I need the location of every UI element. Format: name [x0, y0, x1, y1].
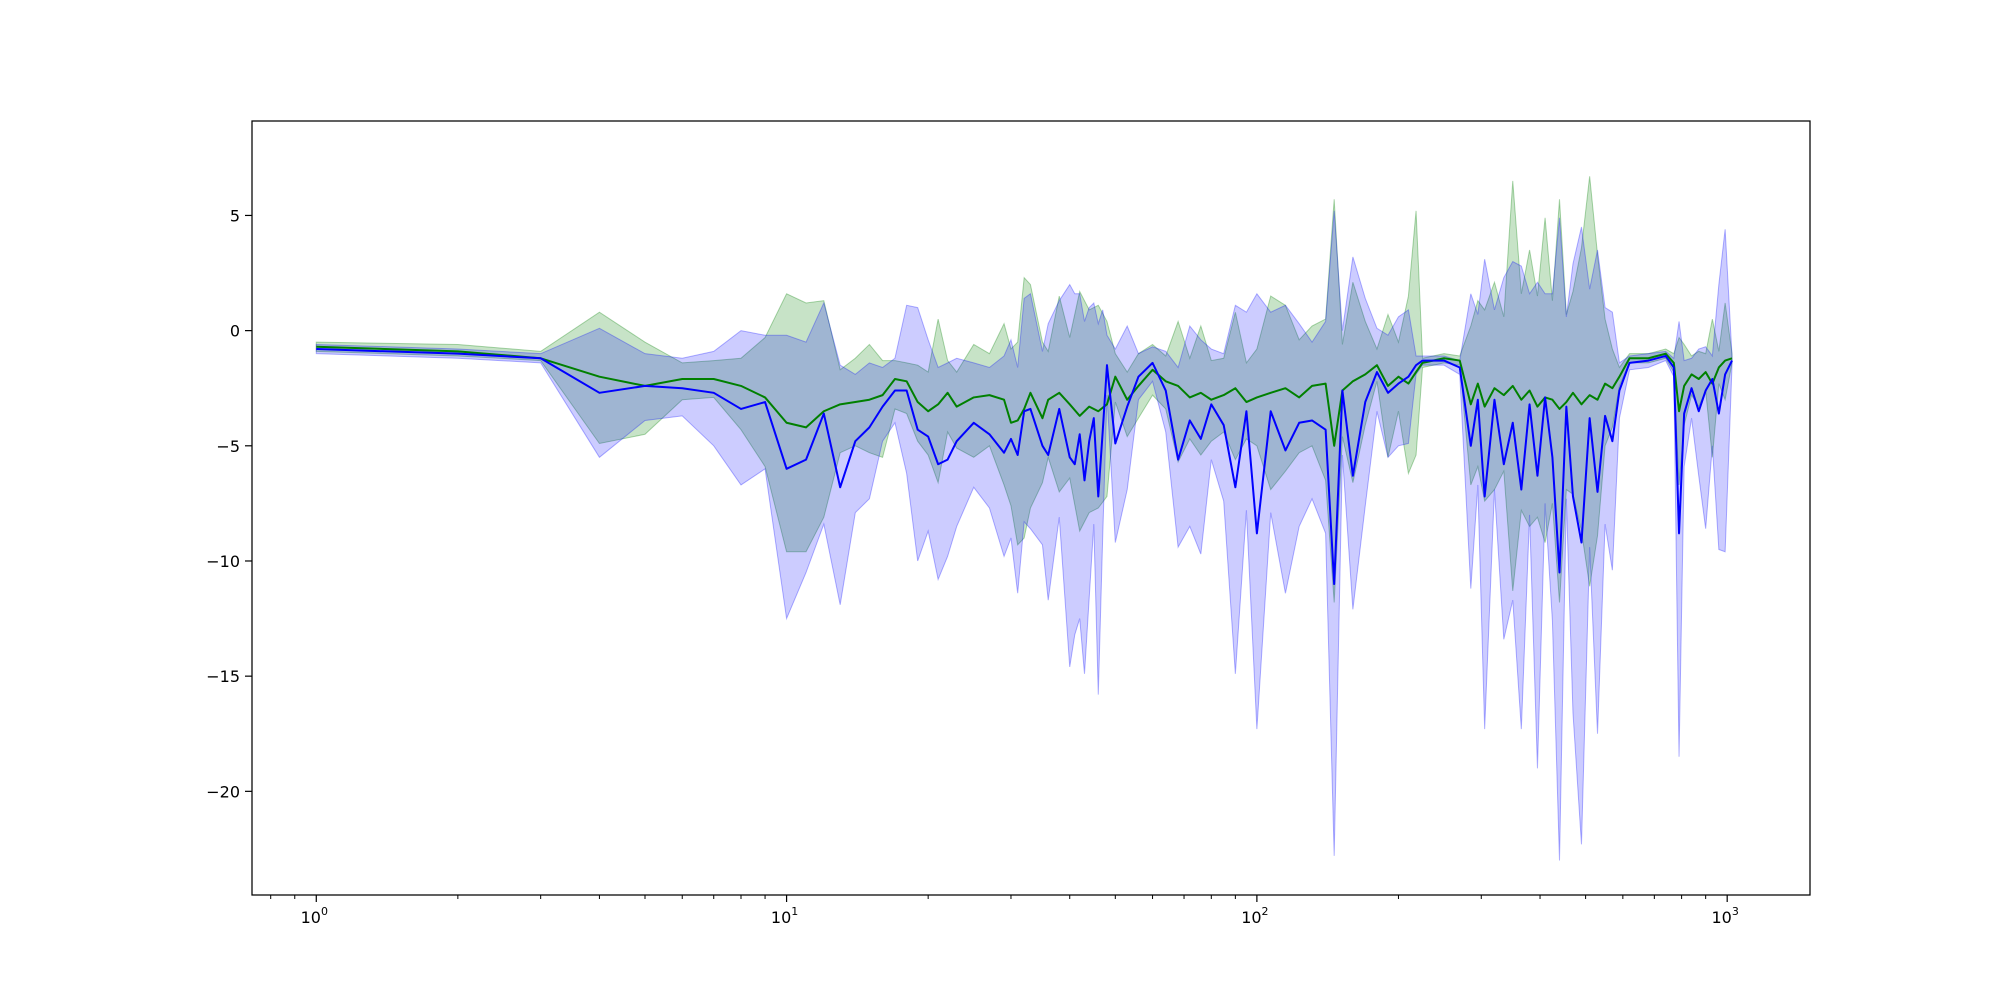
plot-area-frame	[251, 120, 1811, 896]
x-tick-base: 10	[1241, 908, 1261, 927]
y-tick-label: −20	[206, 782, 240, 801]
series-lines	[316, 345, 1733, 586]
x-tick-base: 10	[771, 908, 791, 927]
y-tick-label: −15	[206, 667, 240, 686]
y-axis: 5 0 −5 −10 −15 −20	[206, 206, 252, 801]
series-2-line	[316, 348, 1733, 586]
x-tick-exponent: 2	[1262, 905, 1269, 918]
confidence-bands	[315, 176, 1733, 861]
series-1-line	[316, 345, 1733, 447]
y-tick-label: 0	[230, 322, 240, 341]
series-1-band	[315, 176, 1733, 603]
x-tick-label: 103	[1712, 905, 1739, 927]
x-tick-label: 100	[301, 905, 328, 927]
x-axis: 100 101 102 103	[270, 895, 1739, 927]
y-tick-label: 5	[230, 206, 240, 225]
y-tick-label: −10	[206, 552, 240, 571]
x-tick-exponent: 3	[1732, 905, 1739, 918]
x-tick-base: 10	[301, 908, 321, 927]
x-tick-label: 101	[771, 905, 798, 927]
x-tick-base: 10	[1712, 908, 1732, 927]
y-tick-label: −5	[216, 437, 240, 456]
x-tick-exponent: 1	[791, 905, 798, 918]
x-tick-exponent: 0	[321, 905, 328, 918]
x-tick-label: 102	[1241, 905, 1268, 927]
